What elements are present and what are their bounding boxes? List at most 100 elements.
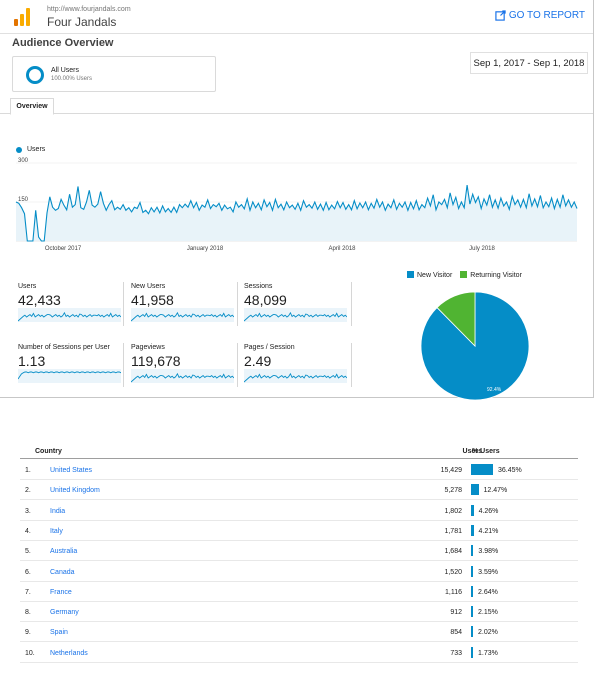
table-row: 5. Australia 1,684 3.98% [20,541,578,562]
row-pct: 1.73% [478,649,498,657]
metric-value: 41,958 [131,292,174,308]
visitor-pie-chart[interactable]: 92.4% [419,290,531,402]
row-pct: 3.59% [478,568,499,576]
metric-value: 1.13 [18,353,46,369]
metric-value: 42,433 [18,292,61,308]
pie-legend: New Visitor Returning Visitor [407,271,522,279]
country-link[interactable]: United Kingdom [50,487,100,495]
legend-returning-visitor[interactable]: Returning Visitor [460,271,522,279]
metric-users[interactable]: Users 42,433 [18,283,128,335]
spark-bg [244,308,347,322]
share-bar [471,504,474,516]
metric-sessions-per-user[interactable]: Number of Sessions per User 1.13 [18,344,128,396]
analytics-logo-icon [14,8,30,26]
divider [123,343,124,387]
metric-name: Number of Sessions per User [18,344,110,351]
header-divider [0,33,593,34]
table-row: 1. United States 15,429 36.45% [20,460,578,480]
country-link[interactable]: Italy [50,527,63,535]
spark-line [244,311,347,322]
spark-line [18,371,121,380]
table-row: 3. India 1,802 4.26% [20,501,578,521]
row-pct: 2.02% [478,629,498,637]
column-header-pct-users[interactable]: % Users [472,448,500,455]
row-rank: 1. [25,467,31,474]
site-name: Four Jandals [47,15,117,29]
share-bar [471,464,493,475]
table-row: 10. Netherlands 733 1.73% [20,643,578,663]
country-link[interactable]: United States [50,467,93,474]
share-bar [471,545,474,557]
row-pct: 2.64% [478,588,498,596]
chart-legend[interactable]: Users [16,146,45,153]
divider [123,282,124,326]
metric-name: New Users [131,283,166,290]
legend-users-dot [16,146,22,153]
report-frame: http://www.fourjandals.com Four Jandals … [0,0,594,401]
header: http://www.fourjandals.com Four Jandals … [0,0,593,34]
country-link[interactable]: Canada [50,568,75,576]
legend-users-label: Users [27,146,46,153]
date-range-picker[interactable]: Sep 1, 2017 - Sep 1, 2018 [470,52,588,74]
row-rank: 10. [25,649,35,657]
metric-pages-per-session[interactable]: Pages / Session 2.49 [244,344,354,396]
row-rank: 4. [25,527,31,535]
segment-card[interactable]: All Users 100.00% Users [12,56,216,92]
row-pct: 3.98% [478,548,499,556]
metric-sparkline [244,308,347,322]
users-line-chart[interactable]: 300 150 October 2017 January 2018 April 2018… [0,154,594,254]
y-tick-label: 300 [18,158,29,164]
table-row: 8. Germany 912 2.15% [20,602,578,623]
table-row: 7. France 1,116 2.64% [20,582,578,602]
metric-sparkline [131,369,234,383]
row-users: 733 [450,649,462,657]
metric-new-users[interactable]: New Users 41,958 [131,283,241,335]
row-users: 1,802 [444,507,462,515]
x-tick-label: January 2018 [187,246,224,252]
metric-sparkline [18,369,121,383]
country-link[interactable]: Spain [50,629,68,637]
country-link[interactable]: Netherlands [50,649,88,657]
users-line [15,185,578,242]
row-pct: 4.26% [478,507,499,515]
divider [351,282,352,326]
row-rank: 9. [25,629,31,637]
pie-data-label: 92.4% [487,387,502,393]
table-header: Country Users % Users [20,445,578,459]
table-row: 6. Canada 1,520 3.59% [20,562,578,582]
country-link[interactable]: India [50,507,66,515]
row-users: 5,278 [444,487,462,495]
pie-slice-returning-visitor[interactable] [436,291,476,347]
row-users: 15,429 [440,467,462,474]
spark-bg [18,308,121,322]
table-row: 2. United Kingdom 5,278 12.47% [20,480,578,501]
metric-pageviews[interactable]: Pageviews 119,678 [131,344,241,396]
go-to-report-button[interactable]: GO TO REPORT [495,10,585,21]
table-row: 9. Spain 854 2.02% [20,622,578,643]
page-title: Audience Overview [12,37,114,49]
row-users: 854 [450,629,462,637]
tab-bar: Overview [0,98,593,115]
spark-bg [244,369,347,383]
country-link[interactable]: Australia [50,548,78,556]
table-row: 4. Italy 1,781 4.21% [20,521,578,541]
country-link[interactable]: France [50,588,72,596]
metric-sessions[interactable]: Sessions 48,099 [244,283,354,335]
row-pct: 2.15% [478,609,498,617]
tab-overview[interactable]: Overview [10,98,54,115]
legend-new-visitor[interactable]: New Visitor [407,271,452,279]
row-users: 1,684 [444,548,462,556]
divider [237,282,238,326]
x-tick-label: July 2018 [469,246,495,252]
segment-percent: 100.00% Users [51,76,93,82]
metric-sparkline [244,369,347,383]
share-bar [471,565,474,577]
country-link[interactable]: Germany [50,609,79,617]
external-link-icon [495,10,506,21]
row-users: 1,520 [444,568,462,576]
column-header-users[interactable]: Users [462,448,482,455]
column-header-country[interactable]: Country [35,448,62,455]
spark-bg [131,369,234,383]
spark-line [18,311,121,322]
row-users: 912 [450,609,462,617]
